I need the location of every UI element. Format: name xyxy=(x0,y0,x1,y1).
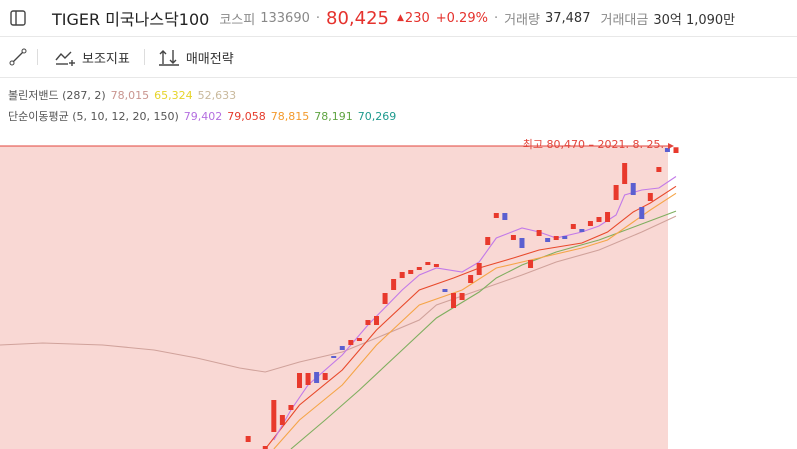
legend-value: 78,815 xyxy=(270,110,310,123)
candle xyxy=(451,293,457,308)
change-pct: +0.29% xyxy=(435,10,488,26)
sidebar-toggle[interactable] xyxy=(10,10,26,26)
legend-value: 70,269 xyxy=(357,110,397,123)
candle xyxy=(622,163,628,184)
candle xyxy=(519,238,525,248)
candle xyxy=(322,373,328,380)
draw-tool[interactable] xyxy=(9,48,27,66)
candle xyxy=(399,272,405,278)
indicators-button[interactable]: 보조지표 xyxy=(82,51,130,67)
candle xyxy=(348,340,354,345)
candle xyxy=(416,267,422,270)
legend-value: 78,191 xyxy=(314,110,353,123)
candle xyxy=(579,229,585,232)
candle xyxy=(605,212,611,222)
candle xyxy=(639,207,645,219)
candle xyxy=(314,372,320,383)
indicator-line xyxy=(273,192,677,449)
candle xyxy=(502,213,508,220)
legend-bollinger: 볼린저밴드 (287, 2) 78,015 65,324 52,633 xyxy=(8,87,236,103)
strategy-button[interactable]: 매매전략 xyxy=(185,51,234,67)
indicator-line xyxy=(0,215,677,373)
volume: 37,487 xyxy=(544,10,591,26)
candle xyxy=(442,289,448,292)
candle xyxy=(476,263,482,275)
plot xyxy=(0,147,679,449)
change: 230 xyxy=(404,10,430,26)
candle xyxy=(356,338,362,341)
candle xyxy=(459,293,465,300)
code: 133690 xyxy=(260,10,310,26)
high-label: 최고 80,470 – 2021. 8. 25. xyxy=(523,138,664,151)
toolbar: 보조지표 매매전략 xyxy=(0,37,797,78)
candle xyxy=(673,147,679,153)
candle xyxy=(562,236,568,239)
indicator-icon[interactable] xyxy=(54,48,76,66)
legend-value: 65,324 xyxy=(154,89,193,102)
candle xyxy=(279,415,285,425)
candle xyxy=(485,237,491,245)
indicator-line xyxy=(290,210,677,449)
legend-ma: 단순이동평균 (5, 10, 12, 20, 150) 79,402 79,058 7… xyxy=(8,108,396,124)
title: TIGER 미국나스닥100 xyxy=(52,10,210,29)
separator xyxy=(143,49,145,65)
candle xyxy=(528,260,534,268)
candle xyxy=(493,213,499,218)
candle xyxy=(288,405,294,410)
legend-value: 79,402 xyxy=(183,110,223,123)
candle xyxy=(510,235,516,240)
candle xyxy=(468,275,474,283)
legend-value: 78,015 xyxy=(110,89,150,102)
legend-label: 단순이동평균 (5, 10, 12, 20, 150) xyxy=(8,110,179,123)
candle xyxy=(433,264,439,267)
up-arrow: ▲ xyxy=(397,13,404,23)
dot: · xyxy=(493,10,499,26)
indicator-line xyxy=(264,185,677,449)
candle xyxy=(382,293,388,304)
dot: · xyxy=(315,10,321,26)
high-region xyxy=(0,146,668,449)
legend-value: 52,633 xyxy=(197,89,237,102)
high-arrow xyxy=(668,143,674,149)
candle xyxy=(536,230,542,236)
candle xyxy=(331,356,337,358)
candle xyxy=(553,236,559,240)
candle xyxy=(271,400,277,432)
candle xyxy=(425,262,431,265)
candle xyxy=(647,193,653,201)
candle xyxy=(545,238,551,242)
amount-label: 거래대금 xyxy=(600,12,649,28)
amount: 30억 1,090만 xyxy=(653,12,736,28)
candle xyxy=(374,316,380,325)
candle xyxy=(262,446,268,449)
volume-label: 거래량 xyxy=(504,12,540,28)
price: 80,425 xyxy=(326,7,389,29)
legend-label: 볼린저밴드 (287, 2) xyxy=(8,89,106,102)
candle xyxy=(656,167,662,172)
candle xyxy=(365,320,371,325)
header: TIGER 미국나스닥100 코스피 133690 · 80,425 ▲ 230… xyxy=(0,0,797,37)
strategy-icon[interactable] xyxy=(158,48,180,66)
candle xyxy=(408,270,414,274)
candle xyxy=(305,373,311,385)
legend-value: 79,058 xyxy=(227,110,266,123)
candle xyxy=(613,185,619,200)
candle xyxy=(245,436,251,442)
separator xyxy=(37,49,38,65)
candle xyxy=(296,373,302,388)
candle xyxy=(596,217,602,222)
market: 코스피 xyxy=(219,12,256,28)
candle xyxy=(339,346,345,350)
candle xyxy=(391,279,397,290)
candle xyxy=(587,221,593,226)
candle xyxy=(664,148,670,152)
candle xyxy=(630,183,636,195)
candle xyxy=(570,224,576,229)
